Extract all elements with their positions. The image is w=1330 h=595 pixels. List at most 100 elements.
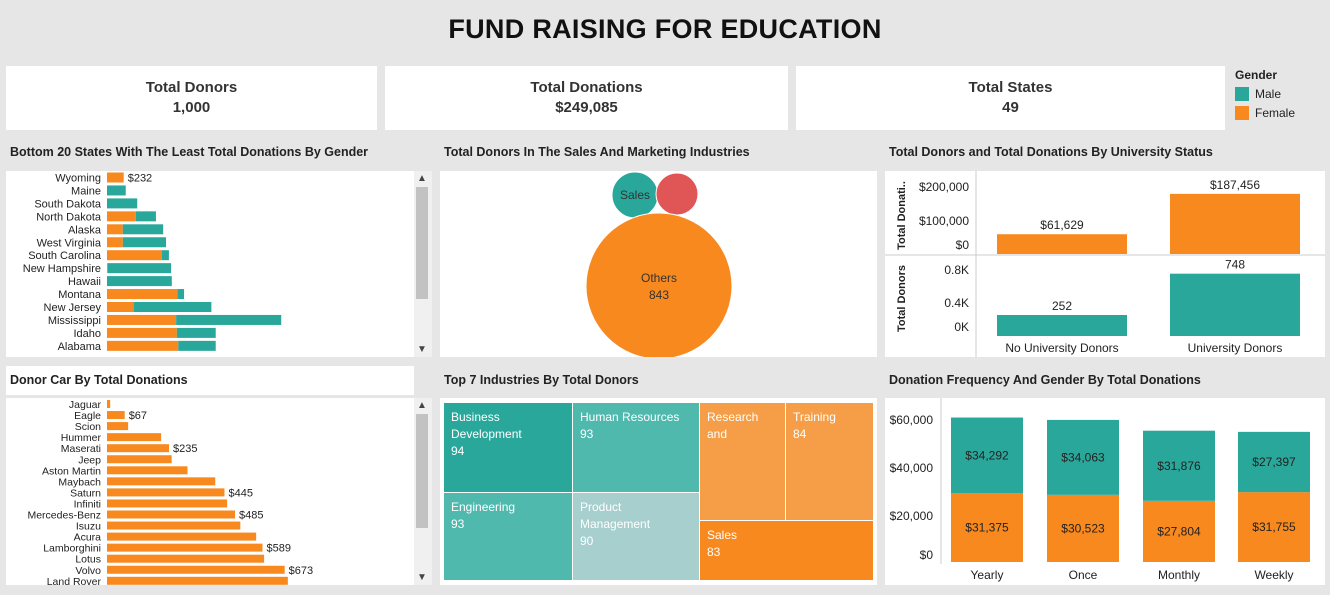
treemap-tile[interactable]: Engineering 93 xyxy=(444,493,573,580)
data-label: $61,629 xyxy=(1040,218,1084,232)
data-label: $27,397 xyxy=(1252,455,1296,469)
treemap-tile[interactable]: Training 84 xyxy=(786,403,873,521)
tile-value: 90 xyxy=(580,534,594,548)
state-label: Montana xyxy=(58,289,102,301)
frequency-bar-chart: $60,000 $40,000 $20,000 $0 $31,375 $34,292 Yea… xyxy=(890,398,1310,582)
cars-panel-title: Donor Car By Total Donations xyxy=(10,373,188,387)
frequency-chart-panel: $60,000 $40,000 $20,000 $0 $31,375 $34,292 Yea… xyxy=(885,398,1325,585)
treemap-tile[interactable]: Research and xyxy=(700,403,786,521)
male-bar xyxy=(107,263,172,274)
tile-label: Product Management xyxy=(580,500,651,531)
tile-value: 83 xyxy=(707,545,721,559)
car-label: Mercedes-Benz xyxy=(27,510,101,522)
data-label: $31,375 xyxy=(965,520,1009,534)
car-label: Volvo xyxy=(75,565,101,577)
female-bar xyxy=(107,263,108,274)
axis-title: Total Donors xyxy=(896,265,908,332)
female-bar xyxy=(107,211,136,222)
axis-title: Total Donati.. xyxy=(896,181,908,250)
bubble xyxy=(655,172,699,216)
data-label: $67 xyxy=(129,410,147,422)
state-label: Maine xyxy=(71,185,101,197)
legend-swatch-female xyxy=(1235,106,1249,120)
car-bar xyxy=(107,466,188,475)
scroll-up-icon[interactable]: ▲ xyxy=(417,173,427,184)
industries-chart-panel: Business Development 94 Human Resources … xyxy=(440,398,877,585)
tile-label: Business Development xyxy=(451,410,522,441)
bubble-value: 843 xyxy=(649,288,669,302)
car-label: Maserati xyxy=(61,443,101,455)
female-bar xyxy=(1143,500,1215,562)
treemap-tile[interactable]: Product Management 90 xyxy=(573,493,700,580)
scroll-down-icon[interactable]: ▼ xyxy=(417,572,427,583)
kpi-label: Total Donors xyxy=(145,79,238,96)
axis-tick: 0.8K xyxy=(944,263,969,277)
car-bar xyxy=(107,455,172,464)
legend-item-male[interactable]: Male xyxy=(1235,87,1325,101)
male-bar xyxy=(1143,430,1215,501)
data-label: $232 xyxy=(128,173,152,185)
car-bar xyxy=(107,554,265,563)
male-bar xyxy=(133,302,212,312)
data-label: $445 xyxy=(228,487,252,499)
data-label: $589 xyxy=(266,543,290,555)
car-bar xyxy=(107,400,111,408)
car-label: Maybach xyxy=(58,476,101,488)
data-label: $235 xyxy=(173,443,197,455)
treemap-tile[interactable]: Human Resources 93 xyxy=(573,403,700,493)
female-bar xyxy=(107,314,177,325)
cars-title-box xyxy=(6,366,414,395)
tile-label: Research and xyxy=(707,410,759,441)
frequency-panel-title: Donation Frequency And Gender By Total D… xyxy=(889,373,1201,387)
axis-tick: $200,000 xyxy=(919,180,969,194)
bar xyxy=(1170,273,1300,336)
tile-label: Human Resources xyxy=(580,410,680,424)
male-bar xyxy=(951,417,1023,493)
treemap-tile[interactable]: Business Development 94 xyxy=(444,403,573,493)
tile-value: 93 xyxy=(451,517,465,531)
car-label: Eagle xyxy=(74,410,101,422)
car-bar xyxy=(107,444,170,453)
scroll-up-icon[interactable]: ▲ xyxy=(417,400,427,411)
legend-swatch-male xyxy=(1235,87,1249,101)
tile-value: 93 xyxy=(580,427,594,441)
male-bar xyxy=(107,276,172,287)
states-scrollbar[interactable]: ▲ ▼ xyxy=(414,171,432,357)
category-label: No University Donors xyxy=(1005,341,1118,355)
female-bar xyxy=(107,250,162,261)
scroll-thumb[interactable] xyxy=(416,187,428,299)
axis-tick: $60,000 xyxy=(890,413,934,427)
male-bar xyxy=(107,198,138,209)
male-bar xyxy=(176,314,282,325)
car-bar xyxy=(107,433,162,442)
car-label: Acura xyxy=(74,532,102,544)
category-label: Weekly xyxy=(1254,568,1293,582)
legend-label: Male xyxy=(1255,87,1282,101)
car-label: Jeep xyxy=(78,454,101,466)
female-bar xyxy=(107,172,124,183)
scroll-thumb[interactable] xyxy=(416,414,428,528)
data-label: $485 xyxy=(239,510,263,522)
cars-scrollbar[interactable]: ▲ ▼ xyxy=(414,398,432,585)
tile-value: 94 xyxy=(451,444,465,458)
bubbles-chart-panel: Sales Others 843 xyxy=(440,171,877,357)
legend-item-female[interactable]: Female xyxy=(1235,106,1325,120)
bubbles-panel-title: Total Donors In The Sales And Marketing … xyxy=(444,145,750,159)
tile-label: Sales xyxy=(707,528,738,542)
state-label: South Dakota xyxy=(34,198,102,210)
gender-legend: Gender Male Female xyxy=(1235,68,1325,125)
car-bar xyxy=(107,477,216,486)
female-bar xyxy=(1047,494,1119,562)
treemap-tile[interactable]: Sales 83 xyxy=(700,521,873,580)
axis-tick: $40,000 xyxy=(890,461,934,475)
male-bar xyxy=(161,250,169,261)
car-label: Hummer xyxy=(61,432,102,444)
axis-tick: $100,000 xyxy=(919,214,969,228)
state-label: Alaska xyxy=(68,224,102,236)
state-label: New Hampshire xyxy=(23,263,101,275)
male-bar xyxy=(1047,419,1119,495)
female-bar xyxy=(1238,492,1310,562)
male-bar xyxy=(177,289,185,300)
scroll-down-icon[interactable]: ▼ xyxy=(417,344,427,355)
